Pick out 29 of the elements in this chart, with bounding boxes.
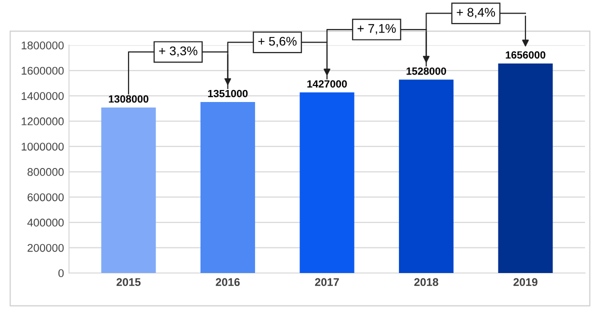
- y-tick-label: 800000: [28, 168, 64, 176]
- data-label: 1528000: [406, 67, 446, 75]
- bar: [101, 107, 156, 273]
- y-tick-label: 1200000: [22, 117, 64, 126]
- data-label: 1351000: [208, 90, 248, 98]
- y-tick-label: 1600000: [22, 66, 64, 75]
- y-tick-label: 400000: [27, 218, 64, 227]
- y-tick-label: 600000: [28, 193, 64, 202]
- data-label: 1656000: [506, 51, 546, 59]
- bar: [398, 80, 454, 273]
- annotation: + 5,6%: [258, 36, 297, 48]
- y-tick-label: 1800000: [22, 42, 64, 50]
- data-label: 1427000: [307, 80, 347, 88]
- y-tick-label: 1400000: [22, 92, 64, 100]
- x-tick-label: 2017: [315, 278, 339, 286]
- data-label: 1308000: [108, 95, 148, 103]
- text: + 8,4%: [456, 8, 496, 18]
- x-tick-label: 2016: [216, 278, 240, 286]
- y-tick-label: 1000000: [22, 142, 64, 151]
- x-tick-label: 2015: [116, 278, 141, 286]
- x-tick-label: 2019: [513, 278, 538, 286]
- x-tick-label: 2018: [414, 278, 438, 286]
- bar: [300, 92, 354, 273]
- y-tick-label: 200000: [28, 244, 64, 252]
- annotation: + 3,3%: [159, 46, 198, 57]
- bar: [200, 102, 256, 273]
- bar: [498, 63, 553, 273]
- y-tick-label: 0: [58, 269, 64, 278]
- text: + 7,1%: [358, 24, 396, 34]
